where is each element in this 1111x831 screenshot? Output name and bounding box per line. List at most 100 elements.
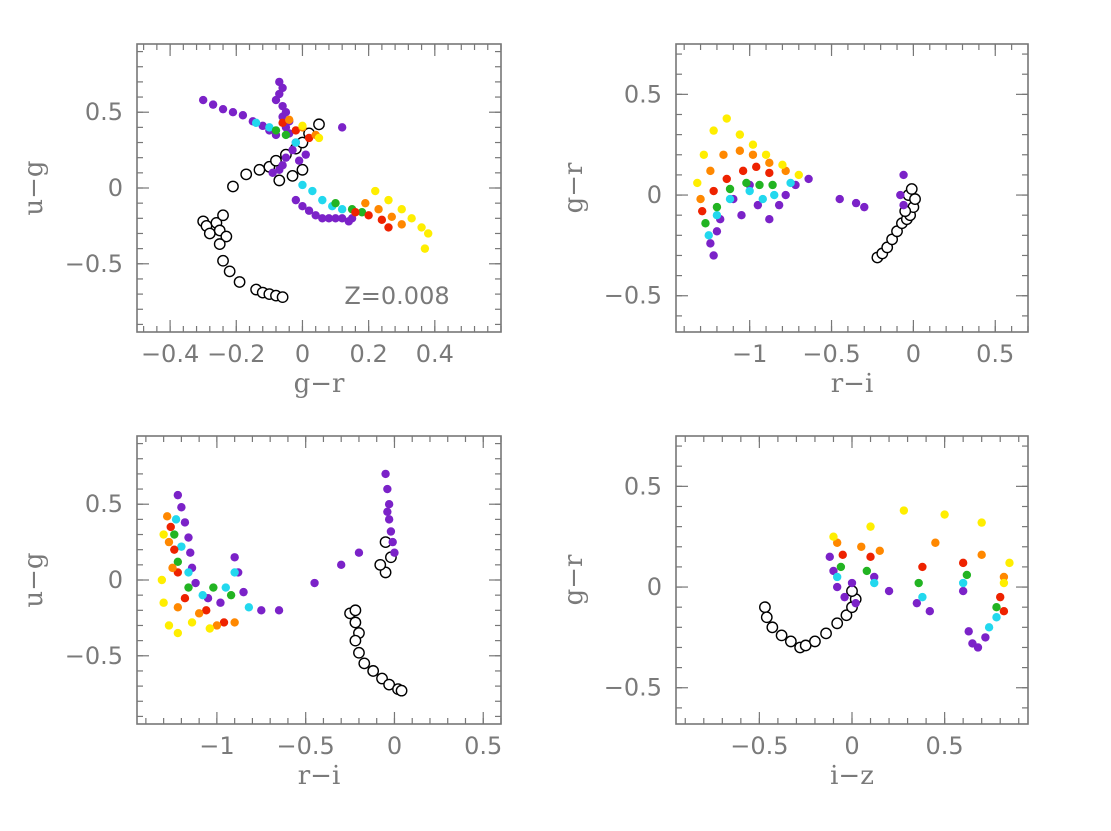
data-point-orange xyxy=(765,158,774,168)
data-point-yellow xyxy=(187,618,197,627)
data-point-red xyxy=(219,618,229,627)
data-point-yellow xyxy=(999,578,1009,588)
data-point-red xyxy=(722,174,731,184)
data-point-red xyxy=(709,186,718,196)
data-point-cyan xyxy=(984,623,994,632)
data-point-old xyxy=(273,174,286,187)
data-point-old xyxy=(905,183,918,195)
data-point-orange xyxy=(735,146,745,155)
data-point-green xyxy=(184,583,193,592)
data-point-old xyxy=(349,634,362,647)
data-point-purple xyxy=(216,598,225,607)
y-tick-label: 0.5 xyxy=(624,472,662,500)
data-point-green xyxy=(862,566,872,576)
data-point-old xyxy=(213,238,226,250)
data-point-yellow xyxy=(794,170,803,180)
y-tick-label: −0.5 xyxy=(65,250,123,278)
x-tick-label: 0.2 xyxy=(350,340,388,368)
data-points xyxy=(693,114,921,264)
data-point-yellow xyxy=(157,575,167,585)
data-point-green xyxy=(836,562,846,572)
x-tick-label: −1 xyxy=(732,340,767,368)
data-point-purple xyxy=(180,518,190,527)
data-point-old xyxy=(270,154,282,167)
x-tick-label: −0.4 xyxy=(141,340,199,368)
data-point-purple xyxy=(925,607,935,616)
data-point-old xyxy=(253,163,266,176)
data-point-red xyxy=(697,206,707,216)
data-point-cyan xyxy=(265,123,274,132)
data-point-orange xyxy=(285,115,294,124)
data-points xyxy=(759,506,1014,654)
data-point-old xyxy=(233,276,246,288)
data-point-purple xyxy=(311,211,320,220)
axis-ticks: −1 −0.5 0 0.5 −0.5 0 0.5 xyxy=(604,44,1029,368)
data-point-old xyxy=(784,635,797,648)
data-point-yellow xyxy=(205,624,214,633)
x-axis-label: g−r xyxy=(294,369,345,399)
data-point-orange xyxy=(164,537,174,547)
data-point-purple xyxy=(706,239,715,248)
data-point-purple xyxy=(390,548,399,557)
data-point-old xyxy=(276,291,289,304)
data-point-purple xyxy=(832,582,842,592)
data-point-red xyxy=(291,126,301,135)
x-axis-label: r−i xyxy=(831,369,874,399)
y-tick-label: 0 xyxy=(108,566,123,594)
data-point-red xyxy=(377,215,387,225)
panel-top-right: −1 −0.5 0 0.5 −0.5 0 0.5 r−i g−r xyxy=(559,43,1029,399)
data-point-purple xyxy=(381,469,390,479)
data-point-orange xyxy=(397,220,406,229)
data-point-cyan xyxy=(221,583,230,592)
x-tick-label: 0 xyxy=(295,340,310,368)
data-point-old xyxy=(759,601,771,614)
data-point-old xyxy=(313,118,325,131)
data-point-yellow xyxy=(940,510,949,519)
data-point-purple xyxy=(281,153,291,162)
y-tick-label: −0.5 xyxy=(604,674,662,702)
data-point-old xyxy=(286,169,299,182)
data-point-red xyxy=(738,166,748,176)
data-point-purple xyxy=(337,123,347,132)
y-tick-label: −0.5 xyxy=(604,282,662,310)
data-point-purple xyxy=(825,552,834,562)
data-point-old xyxy=(358,657,371,670)
x-tick-label: 0.5 xyxy=(976,340,1014,368)
data-point-green xyxy=(914,578,923,588)
plot-frame xyxy=(675,43,1029,333)
data-point-orange xyxy=(832,538,842,547)
data-point-purple xyxy=(384,500,394,509)
data-point-purple xyxy=(973,643,983,652)
data-point-red xyxy=(384,223,393,232)
data-point-purple xyxy=(304,206,314,215)
data-point-purple xyxy=(386,527,396,536)
data-point-purple xyxy=(318,214,327,223)
x-tick-label: 0 xyxy=(387,732,402,760)
data-point-purple xyxy=(238,111,248,120)
x-tick-label: 0 xyxy=(844,732,859,760)
data-point-cyan xyxy=(712,210,722,220)
data-point-yellow xyxy=(735,130,745,139)
data-point-yellow xyxy=(977,518,986,527)
data-point-purple xyxy=(186,548,195,557)
x-tick-label: 0.4 xyxy=(416,340,454,368)
data-point-cyan xyxy=(298,180,307,190)
data-point-yellow xyxy=(397,205,406,214)
data-point-old xyxy=(220,230,233,243)
y-tick-label: 0 xyxy=(647,573,662,601)
data-point-red xyxy=(999,607,1009,616)
data-point-old xyxy=(227,180,239,193)
data-point-yellow xyxy=(1005,558,1014,568)
data-point-red xyxy=(180,593,190,603)
data-point-cyan xyxy=(918,592,927,602)
data-point-purple xyxy=(336,560,346,570)
data-point-yellow xyxy=(371,186,380,196)
data-point-old xyxy=(349,604,362,617)
data-point-purple xyxy=(964,627,973,636)
data-point-green xyxy=(992,602,1001,612)
data-point-cyan xyxy=(992,613,1001,622)
data-point-orange xyxy=(706,166,715,176)
data-point-yellow xyxy=(424,229,433,238)
data-point-purple xyxy=(291,195,301,205)
